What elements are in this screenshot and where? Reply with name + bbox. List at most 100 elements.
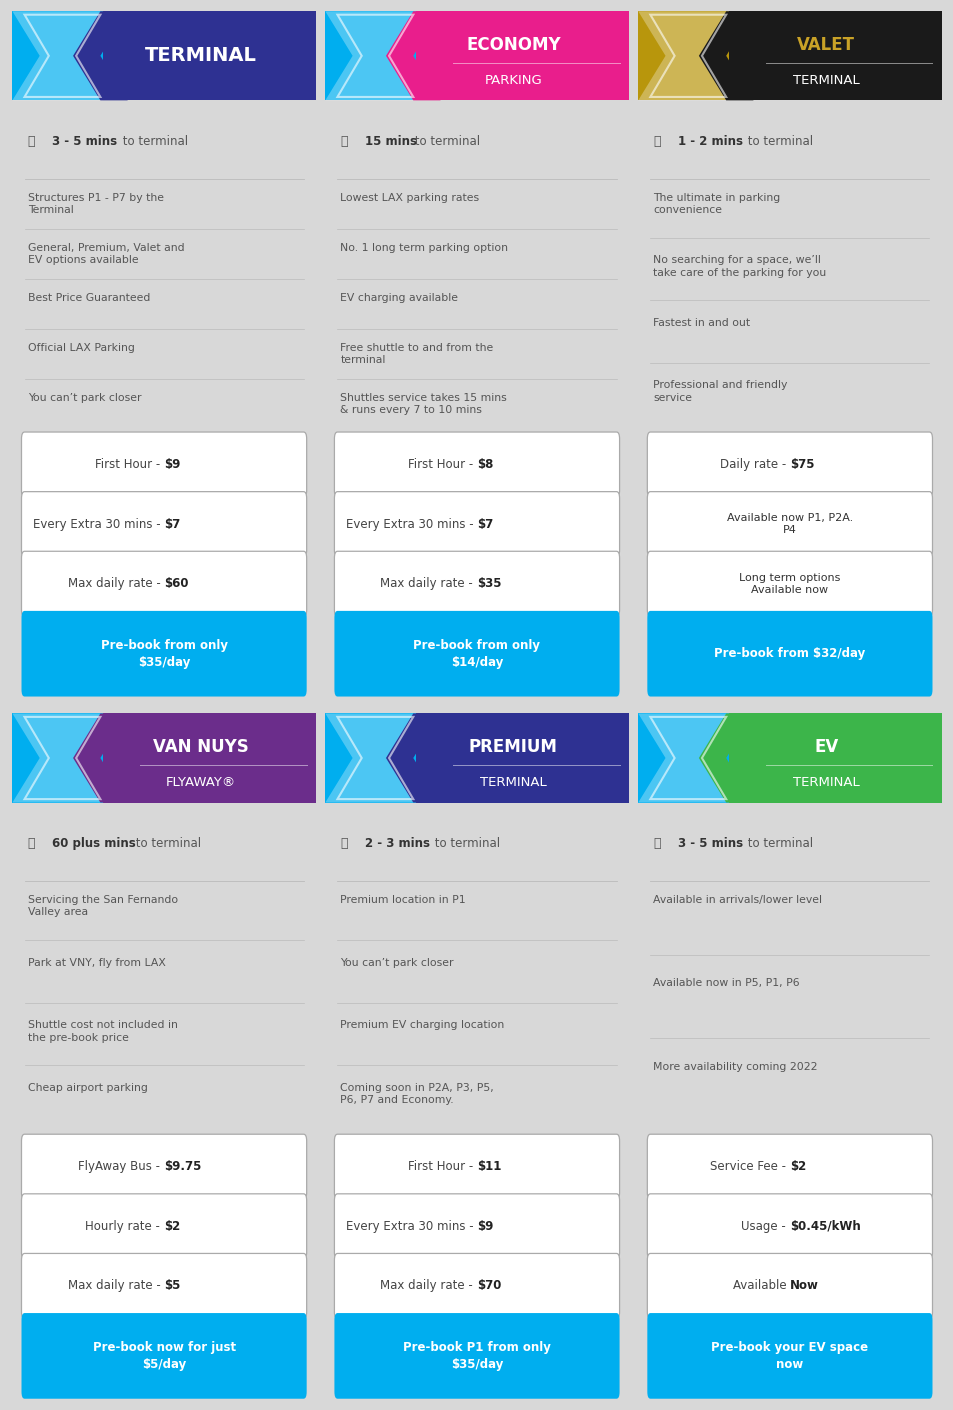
Text: 🚶: 🚶 (28, 135, 35, 148)
Text: Every Extra 30 mins -: Every Extra 30 mins - (32, 517, 164, 530)
Text: 🚶: 🚶 (653, 838, 660, 850)
Text: TERMINAL: TERMINAL (792, 777, 859, 790)
Bar (638, 713, 728, 802)
Text: $11: $11 (476, 1160, 501, 1173)
Text: $7: $7 (476, 517, 493, 530)
FancyBboxPatch shape (335, 611, 618, 697)
Text: Daily rate -: Daily rate - (720, 458, 789, 471)
FancyBboxPatch shape (22, 431, 306, 498)
Bar (12, 1138, 315, 1399)
Text: $9.75: $9.75 (164, 1160, 201, 1173)
Bar (325, 11, 628, 100)
Text: to terminal: to terminal (411, 135, 480, 148)
Text: Pre-book P1 from only
$35/day: Pre-book P1 from only $35/day (402, 1341, 551, 1371)
Text: $2: $2 (789, 1160, 805, 1173)
FancyBboxPatch shape (647, 551, 931, 616)
Text: Official LAX Parking: Official LAX Parking (28, 343, 134, 352)
FancyBboxPatch shape (647, 1313, 931, 1399)
Text: Max daily rate -: Max daily rate - (380, 1279, 476, 1293)
Bar (638, 713, 941, 802)
Text: PREMIUM: PREMIUM (469, 739, 558, 756)
Polygon shape (325, 713, 416, 802)
Text: Shuttles service takes 15 mins
& runs every 7 to 10 mins: Shuttles service takes 15 mins & runs ev… (340, 393, 507, 416)
Text: $70: $70 (476, 1279, 501, 1293)
Bar (638, 1138, 941, 1399)
Text: Premium EV charging location: Premium EV charging location (340, 1019, 504, 1031)
Text: Now: Now (789, 1279, 818, 1293)
Text: Best Price Guaranteed: Best Price Guaranteed (28, 293, 150, 303)
FancyBboxPatch shape (647, 492, 931, 557)
FancyBboxPatch shape (22, 1134, 306, 1200)
FancyBboxPatch shape (22, 1313, 306, 1399)
Text: 🚶: 🚶 (340, 838, 348, 850)
Polygon shape (638, 713, 728, 802)
Text: Fastest in and out: Fastest in and out (653, 317, 750, 329)
Text: $8: $8 (476, 458, 493, 471)
Text: You can’t park closer: You can’t park closer (340, 957, 454, 967)
Text: First Hour -: First Hour - (408, 458, 476, 471)
Text: First Hour -: First Hour - (95, 458, 164, 471)
Polygon shape (73, 713, 128, 802)
Text: $9: $9 (476, 1220, 493, 1232)
Text: EV: EV (813, 739, 838, 756)
Text: Shuttle cost not included in
the pre-book price: Shuttle cost not included in the pre-boo… (28, 1019, 177, 1042)
Text: TERMINAL: TERMINAL (792, 75, 859, 87)
Text: Premium location in P1: Premium location in P1 (340, 895, 466, 905)
Text: Cheap airport parking: Cheap airport parking (28, 1083, 148, 1093)
FancyBboxPatch shape (22, 611, 306, 697)
FancyBboxPatch shape (22, 1194, 306, 1259)
Text: Pre-book now for just
$5/day: Pre-book now for just $5/day (92, 1341, 235, 1371)
Text: $2: $2 (164, 1220, 180, 1232)
Text: Structures P1 - P7 by the
Terminal: Structures P1 - P7 by the Terminal (28, 193, 163, 216)
Text: Professional and friendly
service: Professional and friendly service (653, 381, 787, 403)
Text: Park at VNY, fly from LAX: Park at VNY, fly from LAX (28, 957, 165, 967)
Bar (638, 11, 941, 100)
Bar (638, 11, 728, 100)
Text: Max daily rate -: Max daily rate - (68, 1279, 164, 1293)
Text: No searching for a space, we’ll
take care of the parking for you: No searching for a space, we’ll take car… (653, 255, 826, 278)
Bar (325, 713, 628, 802)
Text: Pre-book from only
$14/day: Pre-book from only $14/day (413, 639, 540, 668)
Text: No. 1 long term parking option: No. 1 long term parking option (340, 243, 508, 252)
Text: Available now P1, P2A.
P4: Available now P1, P2A. P4 (726, 513, 852, 534)
Text: 15 mins: 15 mins (364, 135, 416, 148)
Text: Pre-book your EV space
now: Pre-book your EV space now (711, 1341, 867, 1371)
Polygon shape (12, 713, 103, 802)
Bar (325, 436, 628, 697)
Text: Pre-book from only
$35/day: Pre-book from only $35/day (100, 639, 228, 668)
FancyBboxPatch shape (335, 1134, 618, 1200)
Text: VAN NUYS: VAN NUYS (152, 739, 248, 756)
Polygon shape (699, 11, 753, 100)
Text: 1 - 2 mins: 1 - 2 mins (677, 135, 741, 148)
Text: First Hour -: First Hour - (408, 1160, 476, 1173)
Text: Long term options
Available now: Long term options Available now (739, 572, 840, 595)
Bar (638, 436, 941, 697)
Bar (12, 11, 315, 100)
FancyBboxPatch shape (335, 551, 618, 616)
Polygon shape (638, 11, 728, 100)
FancyBboxPatch shape (647, 1134, 931, 1200)
Polygon shape (325, 11, 416, 100)
Text: 3 - 5 mins: 3 - 5 mins (51, 135, 117, 148)
Text: $60: $60 (164, 577, 189, 591)
Text: Lowest LAX parking rates: Lowest LAX parking rates (340, 193, 479, 203)
Text: Pre-book from $32/day: Pre-book from $32/day (714, 647, 864, 660)
Text: to terminal: to terminal (118, 135, 188, 148)
Text: You can’t park closer: You can’t park closer (28, 393, 141, 403)
Bar (325, 1138, 628, 1399)
FancyBboxPatch shape (647, 431, 931, 498)
Bar (12, 11, 103, 100)
Bar (325, 11, 416, 100)
Text: Coming soon in P2A, P3, P5,
P6, P7 and Economy.: Coming soon in P2A, P3, P5, P6, P7 and E… (340, 1083, 494, 1105)
Text: 3 - 5 mins: 3 - 5 mins (677, 838, 742, 850)
Text: The ultimate in parking
convenience: The ultimate in parking convenience (653, 193, 780, 216)
FancyBboxPatch shape (335, 1194, 618, 1259)
Polygon shape (12, 11, 103, 100)
FancyBboxPatch shape (22, 551, 306, 616)
FancyBboxPatch shape (22, 1253, 306, 1318)
Text: 2 - 3 mins: 2 - 3 mins (364, 838, 429, 850)
Text: Available in arrivals/lower level: Available in arrivals/lower level (653, 895, 821, 905)
FancyBboxPatch shape (647, 1194, 931, 1259)
Text: $75: $75 (789, 458, 814, 471)
Text: 60 plus mins: 60 plus mins (51, 838, 135, 850)
